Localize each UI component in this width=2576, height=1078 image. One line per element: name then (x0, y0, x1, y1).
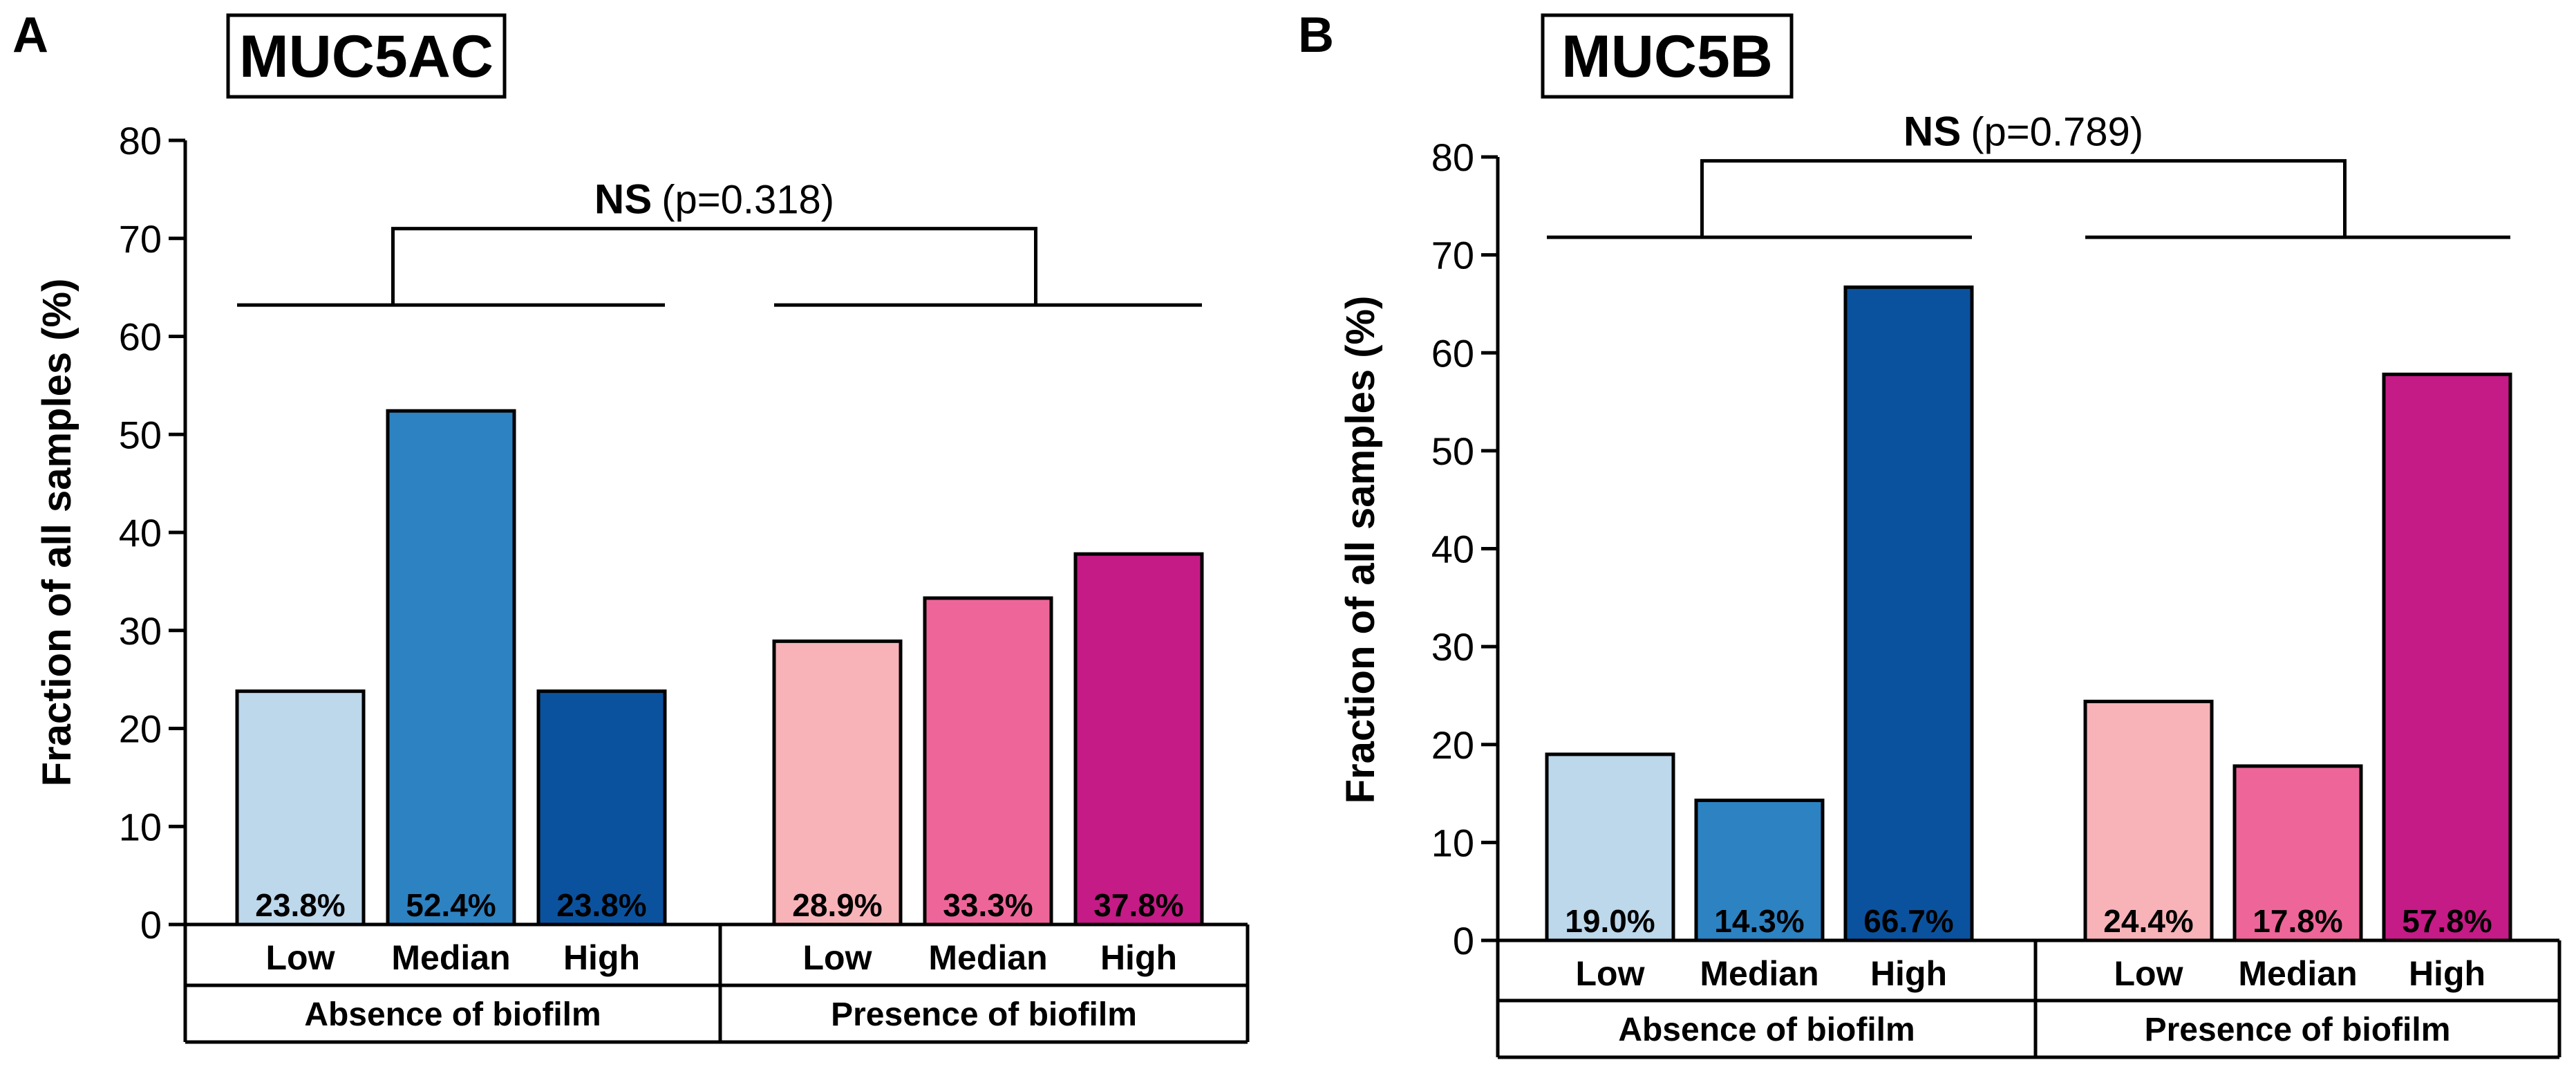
bar-value-label: 28.9% (792, 887, 882, 923)
bar (772, 639, 903, 927)
bar-value-label: 37.8% (1093, 887, 1183, 923)
bar-value-label: 23.8% (556, 887, 646, 923)
group-label: Presence of biofilm (2145, 1012, 2451, 1048)
bar-value-label: 23.8% (255, 887, 345, 923)
group-label: Absence of biofilm (1618, 1012, 1915, 1048)
title-box (226, 13, 507, 99)
significance-bracket (391, 227, 1037, 306)
bar-value-label: 17.8% (2253, 903, 2342, 939)
category-label: Low (1576, 954, 1645, 993)
bar (235, 689, 366, 927)
y-tick-label: 50 (1431, 429, 1474, 473)
group-label: Presence of biofilm (831, 996, 1137, 1033)
y-tick-label: 40 (119, 511, 162, 555)
y-tick-label: 60 (119, 315, 162, 359)
panel-b: B MUC5B 0 10 20 30 40 50 60 70 80 Fraction of all s… (1298, 8, 2561, 1059)
bar (1843, 285, 1974, 942)
y-tick-label: 30 (119, 609, 162, 653)
y-tick-label: 10 (1431, 821, 1474, 864)
group-label: Absence of biofilm (304, 996, 601, 1033)
chart-title: MUC5B (1561, 24, 1773, 90)
chart-title: MUC5AC (239, 24, 493, 90)
title-box (1541, 13, 1794, 99)
y-tick-label: 20 (1431, 723, 1474, 767)
bar-value-label: 19.0% (1565, 903, 1655, 939)
bar-value-label: 52.4% (406, 887, 496, 923)
bar-value-label: 14.3% (1714, 903, 1804, 939)
p-value: (p=0.789) (1971, 110, 2143, 155)
category-label: High (1870, 954, 1947, 993)
y-tick-label: 80 (119, 119, 162, 162)
y-tick-label: 10 (119, 805, 162, 848)
panel-letter: B (1298, 8, 1334, 63)
panel-letter: A (12, 8, 48, 63)
bar (386, 409, 516, 927)
y-tick-label: 80 (1431, 136, 1474, 179)
bar-value-label: 57.8% (2402, 903, 2492, 939)
category-label: Median (1700, 954, 1818, 993)
y-tick-label: 30 (1431, 625, 1474, 669)
significance-annotation: NS (p=0.789) (1903, 109, 2143, 155)
bar-value-label: 66.7% (1863, 903, 1953, 939)
category-label: High (563, 938, 640, 977)
category-label: Median (391, 938, 510, 977)
category-label: High (1100, 938, 1177, 977)
y-tick-label: 60 (1431, 331, 1474, 375)
ns-label: NS (1903, 109, 1961, 155)
y-tick-label: 70 (119, 217, 162, 261)
significance-bracket (1700, 159, 2347, 238)
y-tick-label: 0 (1453, 919, 1474, 963)
p-value: (p=0.318) (661, 178, 834, 223)
panel-a: A MUC5AC 0 10 20 30 40 50 60 70 80 Fraction of all … (12, 8, 1250, 1044)
bar (2382, 372, 2512, 942)
y-tick-label: 70 (1431, 234, 1474, 277)
y-axis-label: Fraction of all samples (%) (1338, 296, 1383, 804)
y-tick-label: 20 (119, 707, 162, 751)
y-axis-label: Fraction of all samples (%) (35, 279, 79, 787)
bar-value-label: 33.3% (943, 887, 1033, 923)
bar (1694, 798, 1825, 942)
bar (2083, 699, 2214, 942)
category-label: High (2409, 954, 2485, 993)
y-tick-label: 0 (140, 903, 162, 947)
category-label: Low (803, 938, 872, 977)
bar-value-label: 24.4% (2103, 903, 2193, 939)
bar (1073, 552, 1204, 927)
category-label: Median (928, 938, 1047, 977)
y-tick-label: 50 (119, 413, 162, 456)
bar (923, 596, 1053, 927)
y-tick-label: 40 (1431, 528, 1474, 571)
bar (2232, 764, 2363, 942)
category-label: Low (2114, 954, 2183, 993)
ns-label: NS (594, 176, 652, 223)
category-label: Median (2238, 954, 2357, 993)
category-label: Low (266, 938, 335, 977)
significance-annotation: NS (p=0.318) (594, 176, 834, 223)
bar (1545, 752, 1675, 942)
